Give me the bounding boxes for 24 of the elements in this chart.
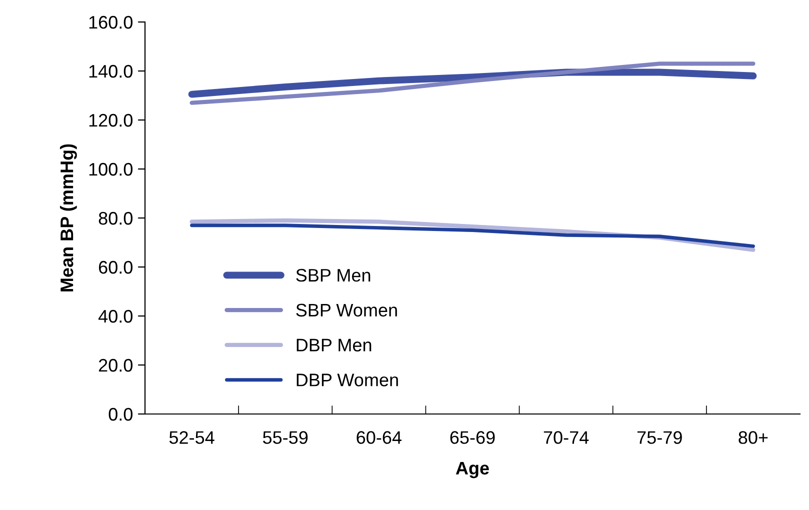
x-tick-label: 60-64 — [356, 431, 402, 444]
x-tick-label: 80+ — [738, 431, 768, 444]
x-tick-label: 70-74 — [544, 431, 589, 444]
y-tick-label: 80.0 — [98, 212, 132, 225]
y-axis-title: Mean BP (mmHg) — [60, 144, 77, 292]
y-tick-label: 40.0 — [98, 310, 132, 323]
x-tick-label: 52-54 — [169, 431, 214, 444]
y-tick-label: 0.0 — [108, 408, 132, 421]
x-axis-title: Age — [456, 462, 489, 478]
x-tick-label: 75-79 — [637, 431, 682, 444]
y-tick-label: 100.0 — [89, 162, 132, 176]
y-tick-label: 140.0 — [89, 64, 132, 78]
y-tick-label: 120.0 — [89, 114, 132, 127]
y-tick-label: 20.0 — [98, 358, 132, 372]
y-tick-label: 160.0 — [89, 16, 132, 29]
x-tick-label: 65-69 — [450, 431, 495, 444]
line-series — [190, 224, 755, 248]
y-tick-label: 60.0 — [98, 260, 132, 274]
legend-label: DBP Women — [296, 374, 398, 386]
legend-label: SBP Men — [296, 268, 370, 282]
x-tick-label: 55-59 — [262, 431, 308, 444]
legend-label: DBP Men — [296, 338, 372, 352]
line-series — [190, 62, 756, 105]
legend-label: SBP Women — [296, 304, 397, 317]
